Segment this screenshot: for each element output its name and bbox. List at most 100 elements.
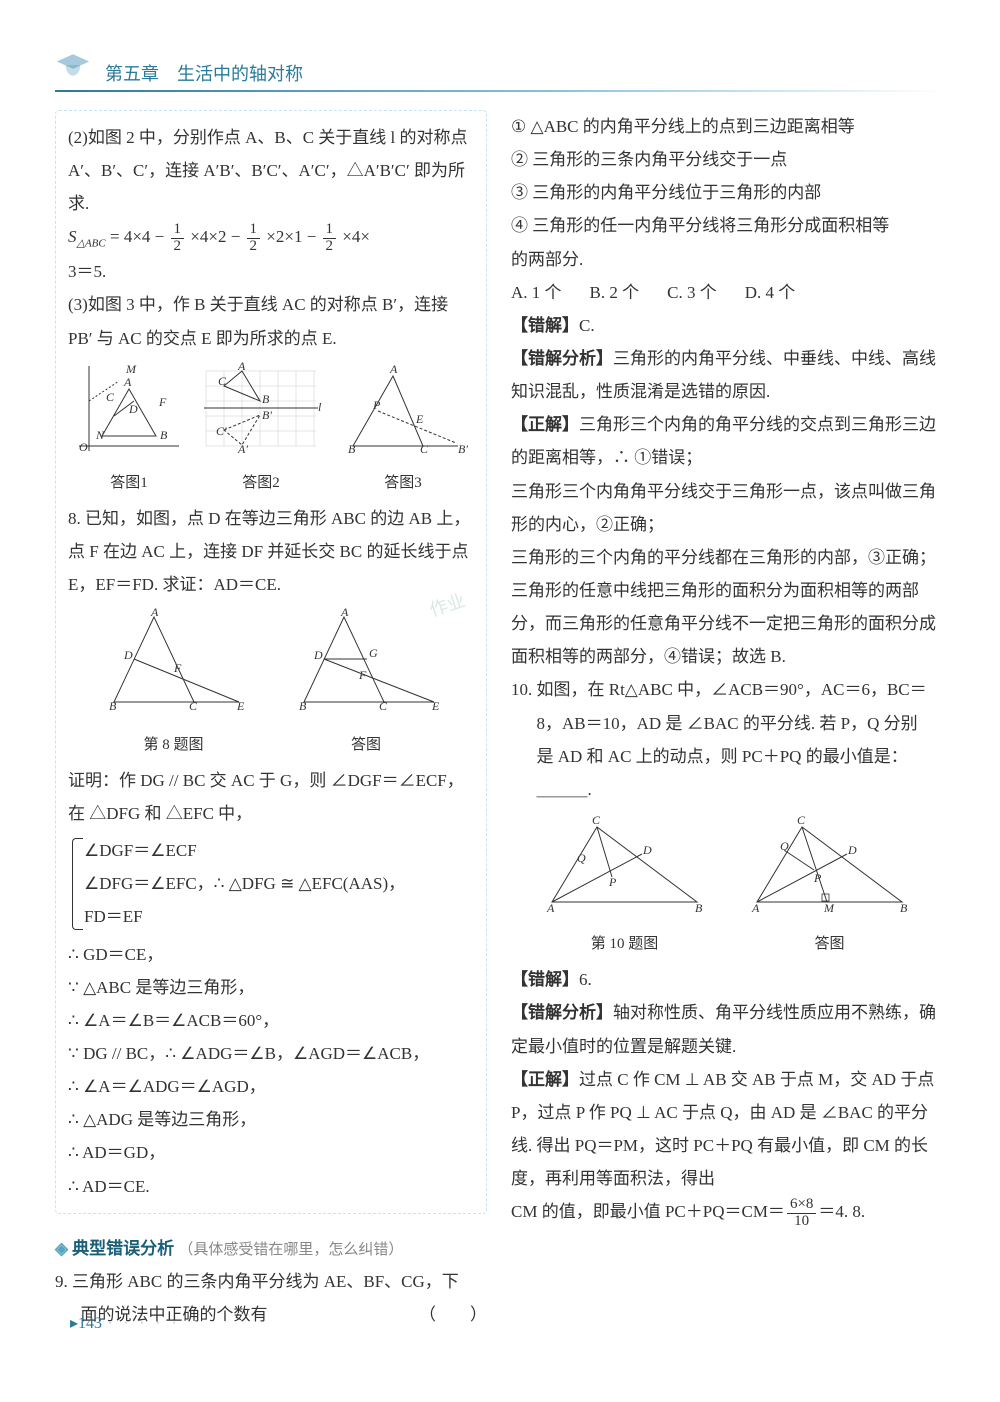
sys-l2: ∠DFG＝∠EFC，∴ △DFG ≅ △EFC(AAS)， bbox=[84, 867, 474, 900]
correct-row: 【正解】三角形三个内角的角平分线的交点到三角形三边的距离相等，∴ ①错误； bbox=[511, 408, 943, 474]
svg-text:B: B bbox=[109, 699, 117, 713]
q10-correct-row: 【正解】过点 C 作 CM ⊥ AB 交 AB 于点 M，交 AD 于点 P，过… bbox=[511, 1063, 943, 1196]
stmt4a: ④ 三角形的任一内角平分线将三角形分成面积相等 bbox=[511, 209, 943, 242]
stmt2: ② 三角形的三条内角平分线交于一点 bbox=[511, 143, 943, 176]
page: 第五章 生活中的轴对称 (2)如图 2 中，分别作点 A、B、C 关于直线 l … bbox=[0, 0, 1000, 1361]
pf-l6: ∵ DG // BC，∴ ∠ADG＝∠B，∠AGD＝∠ACB， bbox=[68, 1037, 474, 1070]
pf-l5: ∴ ∠A＝∠B＝∠ACB＝60°， bbox=[68, 1004, 474, 1037]
svg-text:F: F bbox=[158, 395, 167, 409]
ae1: = 4×4 − bbox=[106, 227, 169, 246]
q10-correct-2-row: CM 的值，即最小值 PC＋PQ＝CM＝6×810＝4. 8. bbox=[511, 1195, 943, 1229]
q8-fig-r: AB CE DF G 答图 bbox=[289, 607, 444, 759]
q9-choices: A. 1 个 B. 2 个 C. 3 个 D. 4 个 bbox=[511, 276, 943, 309]
q9-stem-a: 9. 三角形 ABC 的三条内角平分线为 AE、BF、CG，下 bbox=[55, 1265, 487, 1298]
graduation-cap-icon bbox=[55, 52, 91, 80]
svg-text:A: A bbox=[751, 901, 760, 915]
svg-text:C: C bbox=[379, 699, 388, 713]
wrong-row: 【错解】C. bbox=[511, 309, 943, 342]
svg-text:D: D bbox=[642, 843, 652, 857]
answer-fig-3: AB CB′ PE bbox=[338, 361, 468, 456]
svg-text:D: D bbox=[128, 402, 138, 416]
q10-wrong-analysis-row: 【错解分析】轴对称性质、角平分线性质应用不熟练，确定最小值时的位置是解题关键. bbox=[511, 996, 943, 1062]
q10-wrong-label: 【错解】 bbox=[511, 970, 579, 989]
svg-text:A: A bbox=[546, 901, 555, 915]
choice-c: C. 3 个 bbox=[667, 276, 717, 309]
svg-text:B: B bbox=[299, 699, 307, 713]
choice-a: A. 1 个 bbox=[511, 276, 562, 309]
wrong-label: 【错解】 bbox=[511, 316, 579, 335]
q10-figcap-l: 第 10 题图 bbox=[537, 930, 712, 959]
q8-figcap-r: 答图 bbox=[289, 731, 444, 760]
frac-half-2: 12 bbox=[247, 222, 261, 255]
wrong-analysis-label: 【错解分析】 bbox=[511, 349, 613, 368]
ae4: ×4× bbox=[338, 227, 370, 246]
svg-text:l: l bbox=[318, 400, 322, 414]
svg-text:C: C bbox=[189, 699, 198, 713]
answer-fig-1: OM AB NF CD bbox=[74, 361, 184, 456]
svg-text:B: B bbox=[262, 392, 270, 406]
right-column: ① △ABC 的内角平分线上的点到三边距离相等 ② 三角形的三条内角平分线交于一… bbox=[511, 110, 943, 1331]
q10-fig-l: AB CD QP 第 10 题图 bbox=[537, 812, 712, 959]
stmt3: ③ 三角形的内角平分线位于三角形的内部 bbox=[511, 176, 943, 209]
q9-paren: （ ） bbox=[394, 1298, 488, 1331]
svg-text:P: P bbox=[372, 398, 381, 412]
svg-text:B: B bbox=[160, 428, 168, 442]
q10-wa-label: 【错解分析】 bbox=[511, 1003, 613, 1022]
ae2: ×4×2 − bbox=[186, 227, 245, 246]
wrong-ans: C. bbox=[579, 316, 595, 335]
svg-text:F: F bbox=[173, 661, 182, 675]
stmt1: ① △ABC 的内角平分线上的点到三边距离相等 bbox=[511, 110, 943, 143]
page-dots: ∙ ∙ ∙ ∙ ∙ bbox=[108, 1315, 180, 1332]
svg-text:G: G bbox=[369, 646, 378, 660]
q10-figure-right: AB CD QP M bbox=[742, 812, 917, 917]
area-S: S bbox=[68, 227, 77, 246]
q8-figcap-l: 第 8 题图 bbox=[99, 731, 249, 760]
q10-fig-r: AB CD QP M 答图 bbox=[742, 812, 917, 959]
svg-text:P: P bbox=[813, 871, 822, 885]
stmt4b: 的两部分. bbox=[511, 243, 943, 276]
q8-figs: AB CE DF 第 8 题图 AB CE DF G bbox=[68, 607, 474, 759]
svg-text:A: A bbox=[123, 375, 132, 389]
sys-l3: FD＝EF bbox=[84, 900, 474, 933]
q10-wrong-row: 【错解】6. bbox=[511, 963, 943, 996]
figcap1: 答图1 bbox=[74, 469, 184, 498]
q10-correct-label: 【正解】 bbox=[511, 1070, 579, 1089]
q8-figure-right: AB CE DF G bbox=[289, 607, 444, 717]
wrong-analysis-row: 【错解分析】三角形的内角平分线、中垂线、中线、高线知识混乱，性质混淆是选错的原因… bbox=[511, 342, 943, 408]
svg-text:M: M bbox=[823, 901, 835, 915]
svg-text:A: A bbox=[389, 362, 398, 376]
svg-text:C: C bbox=[218, 374, 227, 388]
q8-stem: 8. 已知，如图，点 D 在等边三角形 ABC 的边 AB 上，点 F 在边 A… bbox=[68, 502, 474, 601]
figcap2: 答图2 bbox=[196, 469, 326, 498]
frac-half-1: 12 bbox=[171, 222, 185, 255]
svg-text:C: C bbox=[420, 442, 429, 456]
q10-figure-left: AB CD QP bbox=[537, 812, 712, 917]
fig1-wrap: OM AB NF CD 答图1 bbox=[74, 361, 184, 498]
q10-wrong: 6. bbox=[579, 970, 592, 989]
left-column: (2)如图 2 中，分别作点 A、B、C 关于直线 l 的对称点 A′、B′、C… bbox=[55, 110, 487, 1331]
error-section-header: ◈典型错误分析 （具体感受错在哪里，怎么纠错） bbox=[55, 1222, 487, 1265]
area-line2: 3＝5. bbox=[68, 255, 474, 288]
pf-l4: ∵ △ABC 是等边三角形， bbox=[68, 971, 474, 1004]
sys-l1: ∠DGF＝∠ECF bbox=[84, 834, 474, 867]
fig2-wrap: ACB l A′C′B′ 答图2 bbox=[196, 361, 326, 498]
svg-text:M: M bbox=[125, 362, 137, 376]
svg-text:F: F bbox=[358, 668, 367, 682]
svg-text:B: B bbox=[900, 901, 908, 915]
q10-figs: AB CD QP 第 10 题图 AB CD QP bbox=[511, 812, 943, 959]
page-number: ▸143∙ ∙ ∙ ∙ ∙ bbox=[70, 1313, 180, 1333]
err-section-label: ◈典型错误分析 bbox=[55, 1232, 174, 1265]
svg-text:Q: Q bbox=[780, 839, 789, 853]
svg-text:C′: C′ bbox=[216, 424, 227, 438]
choice-b: B. 2 个 bbox=[590, 276, 640, 309]
svg-text:O: O bbox=[79, 440, 88, 454]
fig-row-1: OM AB NF CD 答图1 bbox=[68, 361, 474, 498]
proof-l1: 证明：作 DG // BC 交 AC 于 G，则 ∠DGF＝∠ECF， bbox=[68, 764, 474, 797]
area-formula: S△ABC = 4×4 − 12 ×4×2 − 12 ×2×1 − 12 ×4× bbox=[68, 220, 474, 255]
figcap3: 答图3 bbox=[338, 469, 468, 498]
q10-c2a: CM 的值，即最小值 PC＋PQ＝CM＝ bbox=[511, 1202, 785, 1221]
pf-l3: ∴ GD＝CE， bbox=[68, 938, 474, 971]
svg-text:D: D bbox=[123, 648, 133, 662]
chapter-header: 第五章 生活中的轴对称 bbox=[55, 60, 945, 98]
correct-4: 三角形的任意中线把三角形的面积分为面积相等的两部分，而三角形的任意角平分线不一定… bbox=[511, 574, 943, 673]
